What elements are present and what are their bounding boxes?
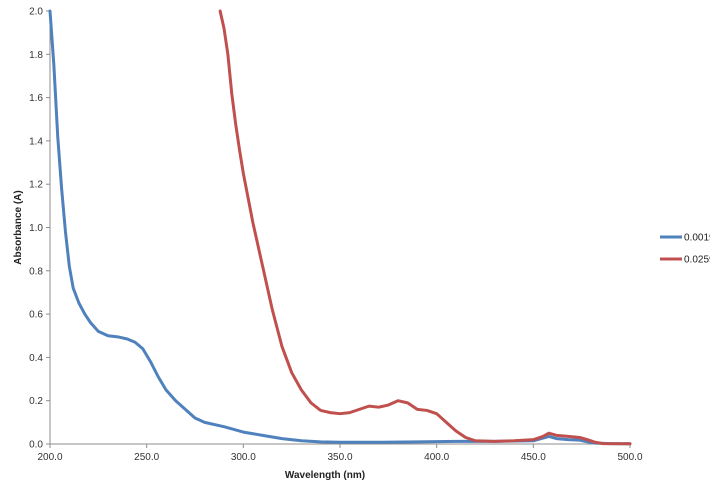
y-tick-label: 0.6 [29,310,43,321]
y-tick-label: 1.0 [29,223,43,234]
x-tick-label: 500.0 [617,452,642,463]
y-tick-label: 2.0 [29,7,43,18]
y-tick-label: 1.2 [29,180,43,191]
x-tick-label: 400.0 [424,452,449,463]
y-axis-ticks: 0.0 0.2 0.4 0.6 0.8 1.0 1.2 1.4 1.6 1.8 2.0 [29,7,50,451]
legend: 0.0019 0.0259 [660,233,710,266]
legend-label-0: 0.0019 [684,233,710,244]
y-axis-title: Absorbance (A) [13,190,24,264]
x-axis-title: Wavelength (nm) [285,470,365,481]
y-tick-label: 0.8 [29,266,43,277]
x-axis-ticks: 200.0 250.0 300.0 350.0 400.0 450.0 500.0 [37,444,643,463]
y-tick-label: 1.6 [29,93,43,104]
y-tick-label: 1.8 [29,50,43,61]
x-tick-label: 200.0 [37,452,62,463]
plot-lines [48,9,632,446]
legend-label-1: 0.0259 [684,255,710,266]
y-tick-label: 0.4 [29,353,43,364]
y-tick-label: 1.4 [29,136,43,147]
x-tick-label: 300.0 [231,452,256,463]
series-line-1 [218,9,632,446]
y-tick-label: 0.0 [29,440,43,451]
y-tick-label: 0.2 [29,396,43,407]
series-line-0 [48,9,632,446]
x-tick-label: 350.0 [327,452,352,463]
x-tick-label: 250.0 [134,452,159,463]
x-tick-label: 450.0 [521,452,546,463]
